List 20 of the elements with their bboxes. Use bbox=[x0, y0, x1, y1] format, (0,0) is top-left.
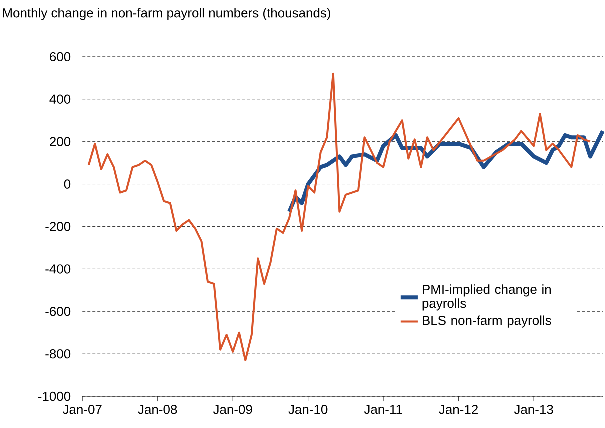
x-tick-label: Jan-13 bbox=[514, 405, 554, 414]
y-tick-label: 200 bbox=[50, 137, 71, 147]
y-tick-label: -600 bbox=[46, 307, 71, 316]
x-tick-label: Jan-07 bbox=[62, 405, 102, 414]
y-tick-label: -400 bbox=[46, 264, 71, 274]
y-tick-label: -800 bbox=[46, 350, 71, 359]
chart-title: Monthly change in non-farm payroll numbers (thousands) bbox=[3, 8, 330, 21]
y-tick-label: -1000 bbox=[38, 392, 71, 402]
y-tick-label: -200 bbox=[46, 222, 71, 232]
y-tick-label: 400 bbox=[50, 95, 71, 104]
legend-label: BLS non-farm payrolls bbox=[423, 316, 552, 328]
y-tick-label: 600 bbox=[50, 52, 71, 62]
y-tick-label: 0 bbox=[64, 180, 71, 190]
x-tick-label: Jan-11 bbox=[364, 405, 402, 414]
x-tick-label: Jan-12 bbox=[439, 405, 478, 414]
line-series bbox=[88, 73, 592, 362]
x-tick-label: Jan-09 bbox=[213, 405, 252, 414]
legend-label: PMI-implied change in payrolls bbox=[422, 284, 551, 311]
x-tick-label: Jan-08 bbox=[138, 405, 178, 414]
x-tick-label: Jan-10 bbox=[288, 405, 328, 414]
